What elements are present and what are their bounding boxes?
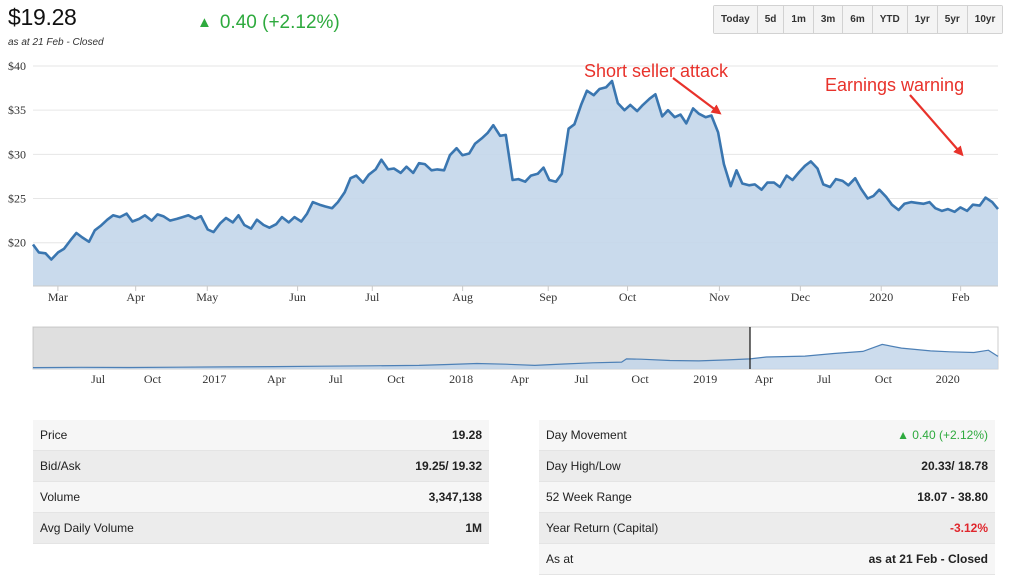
stat-value: 19.28 <box>451 428 482 442</box>
range-button-1yr[interactable]: 1yr <box>907 6 938 33</box>
stat-value: ▲ 0.40 (+2.12%) <box>897 428 988 442</box>
triangle-up-icon: ▲ <box>897 428 913 442</box>
stat-label: As at <box>546 552 574 566</box>
range-button-today[interactable]: Today <box>714 6 758 33</box>
navigator-tick-label: Apr <box>754 372 773 386</box>
navigator-tick-label: Oct <box>631 372 649 386</box>
stat-value: 19.25/ 19.32 <box>415 459 482 473</box>
stat-value: 3,347,138 <box>428 490 482 504</box>
x-tick-label: Dec <box>791 290 810 304</box>
stat-row-year-return: Year Return (Capital) -3.12% <box>539 513 995 544</box>
x-tick-label: Apr <box>126 290 145 304</box>
x-tick-label: 2020 <box>869 290 893 304</box>
x-tick-label: May <box>196 290 218 304</box>
x-tick-label: Nov <box>709 290 730 304</box>
annotation-arrow <box>672 77 722 115</box>
stat-label: Price <box>40 428 68 442</box>
range-navigator[interactable]: Jul Oct 2017 Apr Jul Oct 2018 Apr Jul Oct 2019 Apr J… <box>0 322 1024 388</box>
stat-value: 20.33/ 18.78 <box>921 459 988 473</box>
navigator-tick-label: Jul <box>91 372 106 386</box>
stat-label: Avg Daily Volume <box>40 521 134 535</box>
y-tick-label: $35 <box>8 103 26 117</box>
x-tick-label: Sep <box>539 290 557 304</box>
navigator-tick-label: 2020 <box>936 372 960 386</box>
navigator-tick-label: Apr <box>510 372 529 386</box>
range-selector: Today 5d 1m 3m 6m YTD 1yr 5yr 10yr <box>713 5 1004 34</box>
x-tick-label: Mar <box>48 290 68 304</box>
stat-label: Volume <box>40 490 81 504</box>
y-tick-label: $25 <box>8 192 26 206</box>
stat-row-52-week-range: 52 Week Range 18.07 - 38.80 <box>539 482 995 513</box>
stat-row-as-at: As at as at 21 Feb - Closed <box>539 544 995 575</box>
navigator-tick-label: 2019 <box>693 372 717 386</box>
x-tick-label: Jun <box>289 290 306 304</box>
stat-row-avg-daily-volume: Avg Daily Volume 1M <box>33 513 489 544</box>
navigator-tick-label: Oct <box>144 372 162 386</box>
y-tick-label: $40 <box>8 59 26 73</box>
navigator-tick-label: Apr <box>267 372 286 386</box>
range-button-1m[interactable]: 1m <box>784 6 814 33</box>
y-tick-label: $30 <box>8 147 26 161</box>
navigator-tick-label: Oct <box>387 372 405 386</box>
stat-row-bid-ask: Bid/Ask 19.25/ 19.32 <box>33 451 489 482</box>
stat-value: 18.07 - 38.80 <box>917 490 988 504</box>
stat-label: Day High/Low <box>546 459 621 473</box>
triangle-up-icon: ▲ <box>197 14 212 31</box>
y-tick-label: $20 <box>8 236 26 250</box>
stat-label: Year Return (Capital) <box>546 521 659 535</box>
stats-table-right: Day Movement ▲ 0.40 (+2.12%) Day High/Lo… <box>539 420 995 575</box>
as-at-label: as at 21 Feb - Closed <box>8 37 104 48</box>
navigator-tick-label: 2018 <box>449 372 473 386</box>
stat-value: 1M <box>465 521 482 535</box>
price-area <box>33 81 998 286</box>
x-tick-label: Jul <box>365 290 380 304</box>
stat-value: -3.12% <box>949 521 988 535</box>
navigator-line <box>32 343 999 369</box>
x-tick-label: Oct <box>619 290 637 304</box>
annotation-arrow <box>909 94 964 157</box>
stat-label: Day Movement <box>546 428 627 442</box>
navigator-tick-label: Oct <box>875 372 893 386</box>
navigator-tick-label: Jul <box>817 372 832 386</box>
price-change: ▲ 0.40 (+2.12%) <box>197 12 340 34</box>
navigator-x-axis: Jul Oct 2017 Apr Jul Oct 2018 Apr Jul Oct 2019 Apr J… <box>91 372 960 386</box>
range-button-5d[interactable]: 5d <box>757 6 785 33</box>
stat-row-day-movement: Day Movement ▲ 0.40 (+2.12%) <box>539 420 995 451</box>
stat-row-day-high-low: Day High/Low 20.33/ 18.78 <box>539 451 995 482</box>
range-button-10yr[interactable]: 10yr <box>967 6 1003 33</box>
price-line <box>31 79 1000 261</box>
stat-label: 52 Week Range <box>546 490 632 504</box>
range-button-6m[interactable]: 6m <box>843 6 873 33</box>
navigator-tick-label: Jul <box>574 372 589 386</box>
x-tick-label: Feb <box>952 290 970 304</box>
price-change-value: 0.40 (+2.12%) <box>219 12 340 33</box>
stats-table-left: Price 19.28 Bid/Ask 19.25/ 19.32 Volume … <box>33 420 489 544</box>
y-axis: $40 $35 $30 $25 $20 <box>8 59 26 250</box>
stat-value: as at 21 Feb - Closed <box>868 552 988 566</box>
annotation-label: Earnings warning <box>825 75 964 95</box>
annotation-label: Short seller attack <box>584 61 729 81</box>
range-button-ytd[interactable]: YTD <box>872 6 908 33</box>
day-movement-value: 0.40 (+2.12%) <box>912 428 988 442</box>
x-axis: Mar Apr May Jun Jul Aug Sep Oct Nov Dec 2020 Feb <box>48 286 970 304</box>
navigator-tick-label: 2017 <box>202 372 226 386</box>
current-price: $19.28 <box>8 4 77 30</box>
price-chart[interactable]: $40 $35 $30 $25 $20 Mar Apr May Jun Jul Aug Sep Oct… <box>0 56 1024 310</box>
stat-label: Bid/Ask <box>40 459 81 473</box>
stat-row-price: Price 19.28 <box>33 420 489 451</box>
navigator-tick-label: Jul <box>329 372 344 386</box>
chart-annotations: Short seller attack Earnings warning <box>584 61 964 157</box>
stat-row-volume: Volume 3,347,138 <box>33 482 489 513</box>
x-tick-label: Aug <box>452 290 473 304</box>
navigator-area <box>33 344 998 369</box>
range-button-3m[interactable]: 3m <box>813 6 844 33</box>
range-button-5yr[interactable]: 5yr <box>937 6 968 33</box>
